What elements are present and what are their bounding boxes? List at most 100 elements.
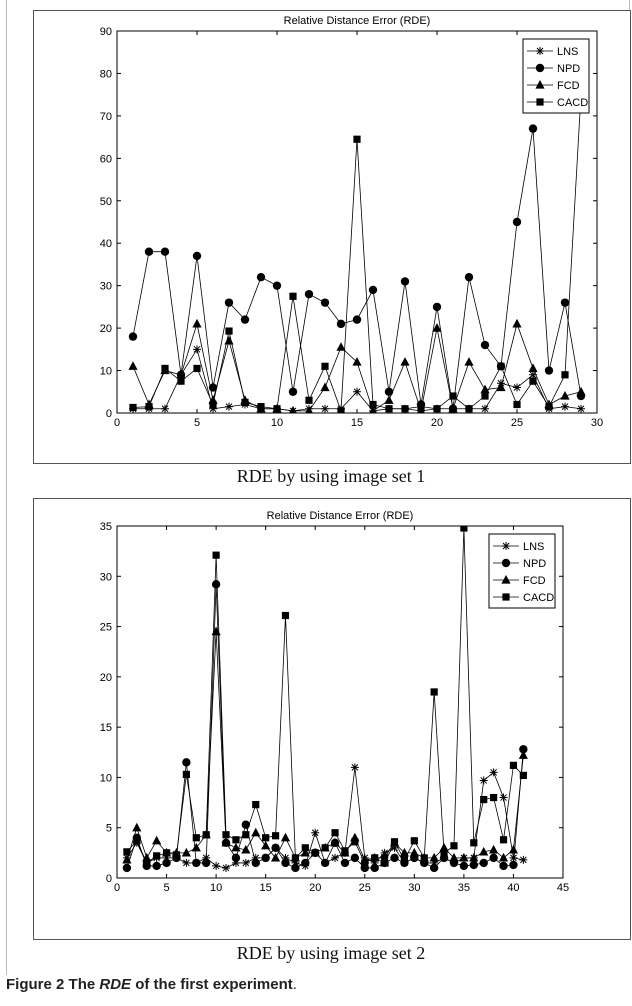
chart-1-series-cacd-point — [433, 405, 441, 413]
chart-2-series-cacd-line — [126, 527, 524, 864]
chart-2-legend-label-cacd: CACD — [523, 592, 554, 604]
chart-2-series-cacd-point — [281, 611, 290, 620]
chart-2-series-cacd-point — [301, 844, 309, 852]
chart-1-series-npd-point — [144, 247, 154, 256]
chart-2-xtick-label: 30 — [408, 882, 420, 894]
chart-2-xtick-label: 20 — [309, 882, 321, 894]
chart-2-series-cacd-point — [490, 793, 498, 802]
chart-1-series-npd-point — [336, 319, 346, 329]
chart-2-series-fcd-point — [181, 847, 191, 857]
chart-1-series-cacd-point — [289, 292, 297, 300]
chart-2-series-cacd-point — [172, 851, 181, 859]
chart-1-series-npd-point — [320, 298, 330, 307]
chart-2-ytick-label: 15 — [100, 722, 112, 734]
chart-2-series-lns-point — [251, 853, 260, 862]
chart-1-series-npd-point — [544, 366, 554, 375]
chart-1-series-npd-point — [160, 247, 170, 256]
chart-2-ytick-label: 35 — [100, 521, 112, 533]
chart-2-series-cacd-point — [420, 854, 428, 862]
figure-caption-end: . — [292, 976, 297, 993]
chart-2-series-cacd-point — [252, 800, 260, 809]
chart-1-series-cacd-point — [321, 362, 329, 370]
chart-1-series-cacd-point — [513, 400, 521, 409]
chart-2-series-fcd-point — [132, 822, 142, 832]
chart-2-legend-marker-fcd — [501, 575, 511, 584]
figure-caption-term: RDE — [99, 976, 132, 993]
chart-1-series-npd-point — [256, 272, 266, 282]
chart-1-series-lns-point — [353, 387, 361, 396]
chart-1-series-cacd-point — [561, 371, 569, 379]
chart-2-series-cacd-point — [400, 856, 409, 864]
chart-2-series-cacd-point — [202, 831, 210, 839]
chart-2-series-npd-line — [126, 584, 524, 869]
chart-2-series-fcd-point — [300, 847, 310, 857]
chart-2-series-lns-point — [212, 861, 221, 870]
chart-2-series-npd-point — [469, 860, 478, 870]
chart-1-series-fcd-point — [496, 382, 506, 392]
chart-1-legend-label-fcd: FCD — [557, 80, 580, 92]
chart-1-series-cacd-point — [273, 405, 281, 413]
chart-2-series-cacd-point — [321, 844, 329, 852]
chart-2-xtick-label: 35 — [458, 882, 470, 894]
chart-2-legend-label-lns: LNS — [523, 541, 544, 553]
chart-1-legend-marker-lns — [536, 47, 544, 55]
chart-1-series-npd-point — [288, 387, 298, 396]
chart-2-series-fcd-point — [449, 852, 459, 862]
chart-1-series-npd-point — [368, 285, 378, 295]
chart-2-series-fcd-point — [380, 857, 390, 867]
chart-2-series-npd-point — [261, 853, 270, 863]
chart-2-series-cacd-point — [123, 848, 131, 856]
chart-1-xtick-label: 20 — [431, 417, 443, 429]
chart-2-series-fcd-point — [498, 852, 509, 862]
chart-panel-2: Relative Distance Error (RDE) 0 5 10 15 20 25 3… — [33, 498, 631, 940]
chart-1-ytick-label: 20 — [100, 323, 112, 335]
chart-panel-1: Relative Distance Error (RDE) 0 5 10 15 20 25 3… — [33, 10, 631, 464]
chart-2-series-fcd-point — [191, 842, 201, 852]
chart-2-series-cacd-point — [410, 837, 418, 845]
chart-1-series-cacd-point — [241, 398, 249, 406]
chart-2-series-npd-point — [281, 858, 290, 868]
chart-2-series-fcd-line — [126, 631, 524, 864]
chart-1-series-cacd-point — [497, 362, 505, 370]
chart-1-series-cacd-point — [129, 403, 137, 412]
chart-1-series-npd-point — [464, 272, 474, 282]
chart-1-series-cacd-point — [369, 400, 377, 409]
chart-1-series-npd-point — [560, 298, 570, 307]
chart-2-series-npd-point — [211, 580, 221, 589]
chart-1-series-lns-point — [577, 404, 585, 413]
chart-1-series-lns-point — [209, 404, 217, 413]
chart-2-series-lns-point — [509, 853, 518, 862]
figure-caption-suffix: of the first experiment — [131, 976, 293, 993]
chart-2-series-fcd-point — [251, 827, 261, 837]
chart-1-series-cacd-point — [193, 364, 201, 373]
chart-2-legend-marker-cacd — [502, 593, 510, 601]
chart-1-ytick-label: 50 — [100, 196, 112, 208]
chart-1-series-fcd-point — [224, 335, 234, 345]
chart-2-series-cacd-point — [271, 832, 280, 840]
chart-2-ytick-label: 30 — [100, 571, 112, 583]
chart-1-series-cacd-point — [337, 407, 345, 413]
chart-2-svg: Relative Distance Error (RDE) 0 5 10 15 20 25 3… — [100, 510, 569, 894]
chart-2-series-fcd-point — [211, 626, 221, 636]
chart-2-series-cacd-point — [460, 526, 468, 532]
chart-2-series-npd-point — [162, 858, 171, 868]
chart-2-series-npd-point — [271, 843, 280, 853]
chart-1-series-fcd-point — [576, 386, 586, 396]
chart-2-ytick-label: 10 — [100, 772, 112, 784]
chart-2-series-cacd-point — [162, 849, 171, 857]
chart-1-series-npd-point — [384, 387, 394, 396]
chart-2-series-lns-point — [350, 763, 359, 772]
chart-2-xtick-label: 45 — [557, 882, 569, 894]
chart-1-series-fcd-point — [560, 391, 570, 400]
chart-2-series-npd-point — [320, 858, 330, 868]
chart-2-series-npd-point — [479, 858, 488, 868]
chart-2-series-fcd-point — [221, 837, 231, 847]
chart-1-series-fcd-point — [352, 357, 362, 366]
chart-1-legend-marker-cacd — [536, 98, 544, 106]
chart-2-caption: RDE by using image set 2 — [236, 943, 426, 963]
chart-2-series-fcd-point — [518, 750, 528, 759]
chart-2-ytick-label: 0 — [106, 873, 112, 885]
chart-1-series-npd-point — [192, 251, 202, 261]
chart-2-series-cacd-point — [430, 688, 438, 696]
chart-2-series-cacd-point — [371, 854, 379, 862]
